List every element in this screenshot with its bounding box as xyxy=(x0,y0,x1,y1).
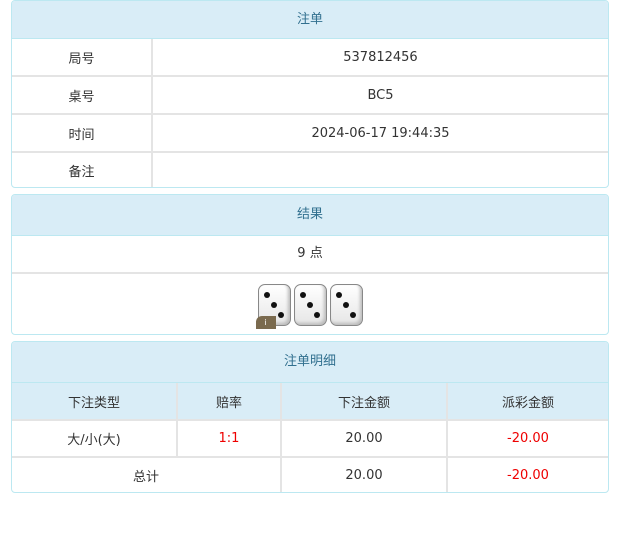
col-header: 派彩金额 xyxy=(446,383,608,420)
detail-panel: 注单明细 下注类型 赔率 下注金额 派彩金额 大/小(大) 1:1 20.00 … xyxy=(11,341,609,493)
result-panel: 结果 9 点 i xyxy=(11,194,609,335)
col-header: 赔率 xyxy=(176,383,281,420)
order-table: 局号 537812456 桌号 BC5 时间 2024-06-17 19:44:35 … xyxy=(12,39,608,187)
die-icon xyxy=(329,284,363,326)
label: 时间 xyxy=(12,113,152,152)
bet-amount: 20.00 xyxy=(280,419,447,457)
result-panel-title: 结果 xyxy=(12,195,608,236)
col-header: 下注金额 xyxy=(280,383,447,420)
round-number: 537812456 xyxy=(151,39,608,76)
payout-amount: -20.00 xyxy=(446,419,608,457)
total-label: 总计 xyxy=(12,456,281,492)
label: 桌号 xyxy=(12,75,152,114)
total-bet: 20.00 xyxy=(280,456,447,492)
detail-panel-title: 注单明细 xyxy=(12,342,608,383)
die-icon: i xyxy=(255,284,291,329)
order-panel-title: 注单 xyxy=(12,1,608,39)
table-number: BC5 xyxy=(151,75,608,114)
info-badge-icon[interactable]: i xyxy=(255,316,276,329)
total-payout: -20.00 xyxy=(446,456,608,492)
detail-table: 下注类型 赔率 下注金额 派彩金额 大/小(大) 1:1 20.00 -20.0… xyxy=(12,383,608,492)
row-round: 局号 537812456 xyxy=(12,39,608,76)
label: 局号 xyxy=(68,51,95,67)
row-remark: 备注 xyxy=(12,151,608,187)
col-header: 下注类型 xyxy=(12,383,177,420)
label: 备注 xyxy=(12,151,152,187)
time-value: 2024-06-17 19:44:35 xyxy=(151,113,608,152)
odds: 1:1 xyxy=(176,419,281,457)
row-table: 桌号 BC5 xyxy=(12,75,608,114)
order-panel: 注单 局号 537812456 桌号 BC5 时间 2024-06-17 19:44:… xyxy=(11,0,609,188)
header-row: 下注类型 赔率 下注金额 派彩金额 xyxy=(12,383,608,420)
bet-type: 大/小(大) xyxy=(12,419,177,457)
remark-value xyxy=(151,151,608,187)
dice-row: i xyxy=(12,274,608,329)
row-time: 时间 2024-06-17 19:44:35 xyxy=(12,113,608,152)
result-points: 9 点 xyxy=(12,236,608,274)
total-row: 总计 20.00 -20.00 xyxy=(12,456,608,492)
table-row: 大/小(大) 1:1 20.00 -20.00 xyxy=(12,419,608,457)
die-icon xyxy=(293,284,327,326)
